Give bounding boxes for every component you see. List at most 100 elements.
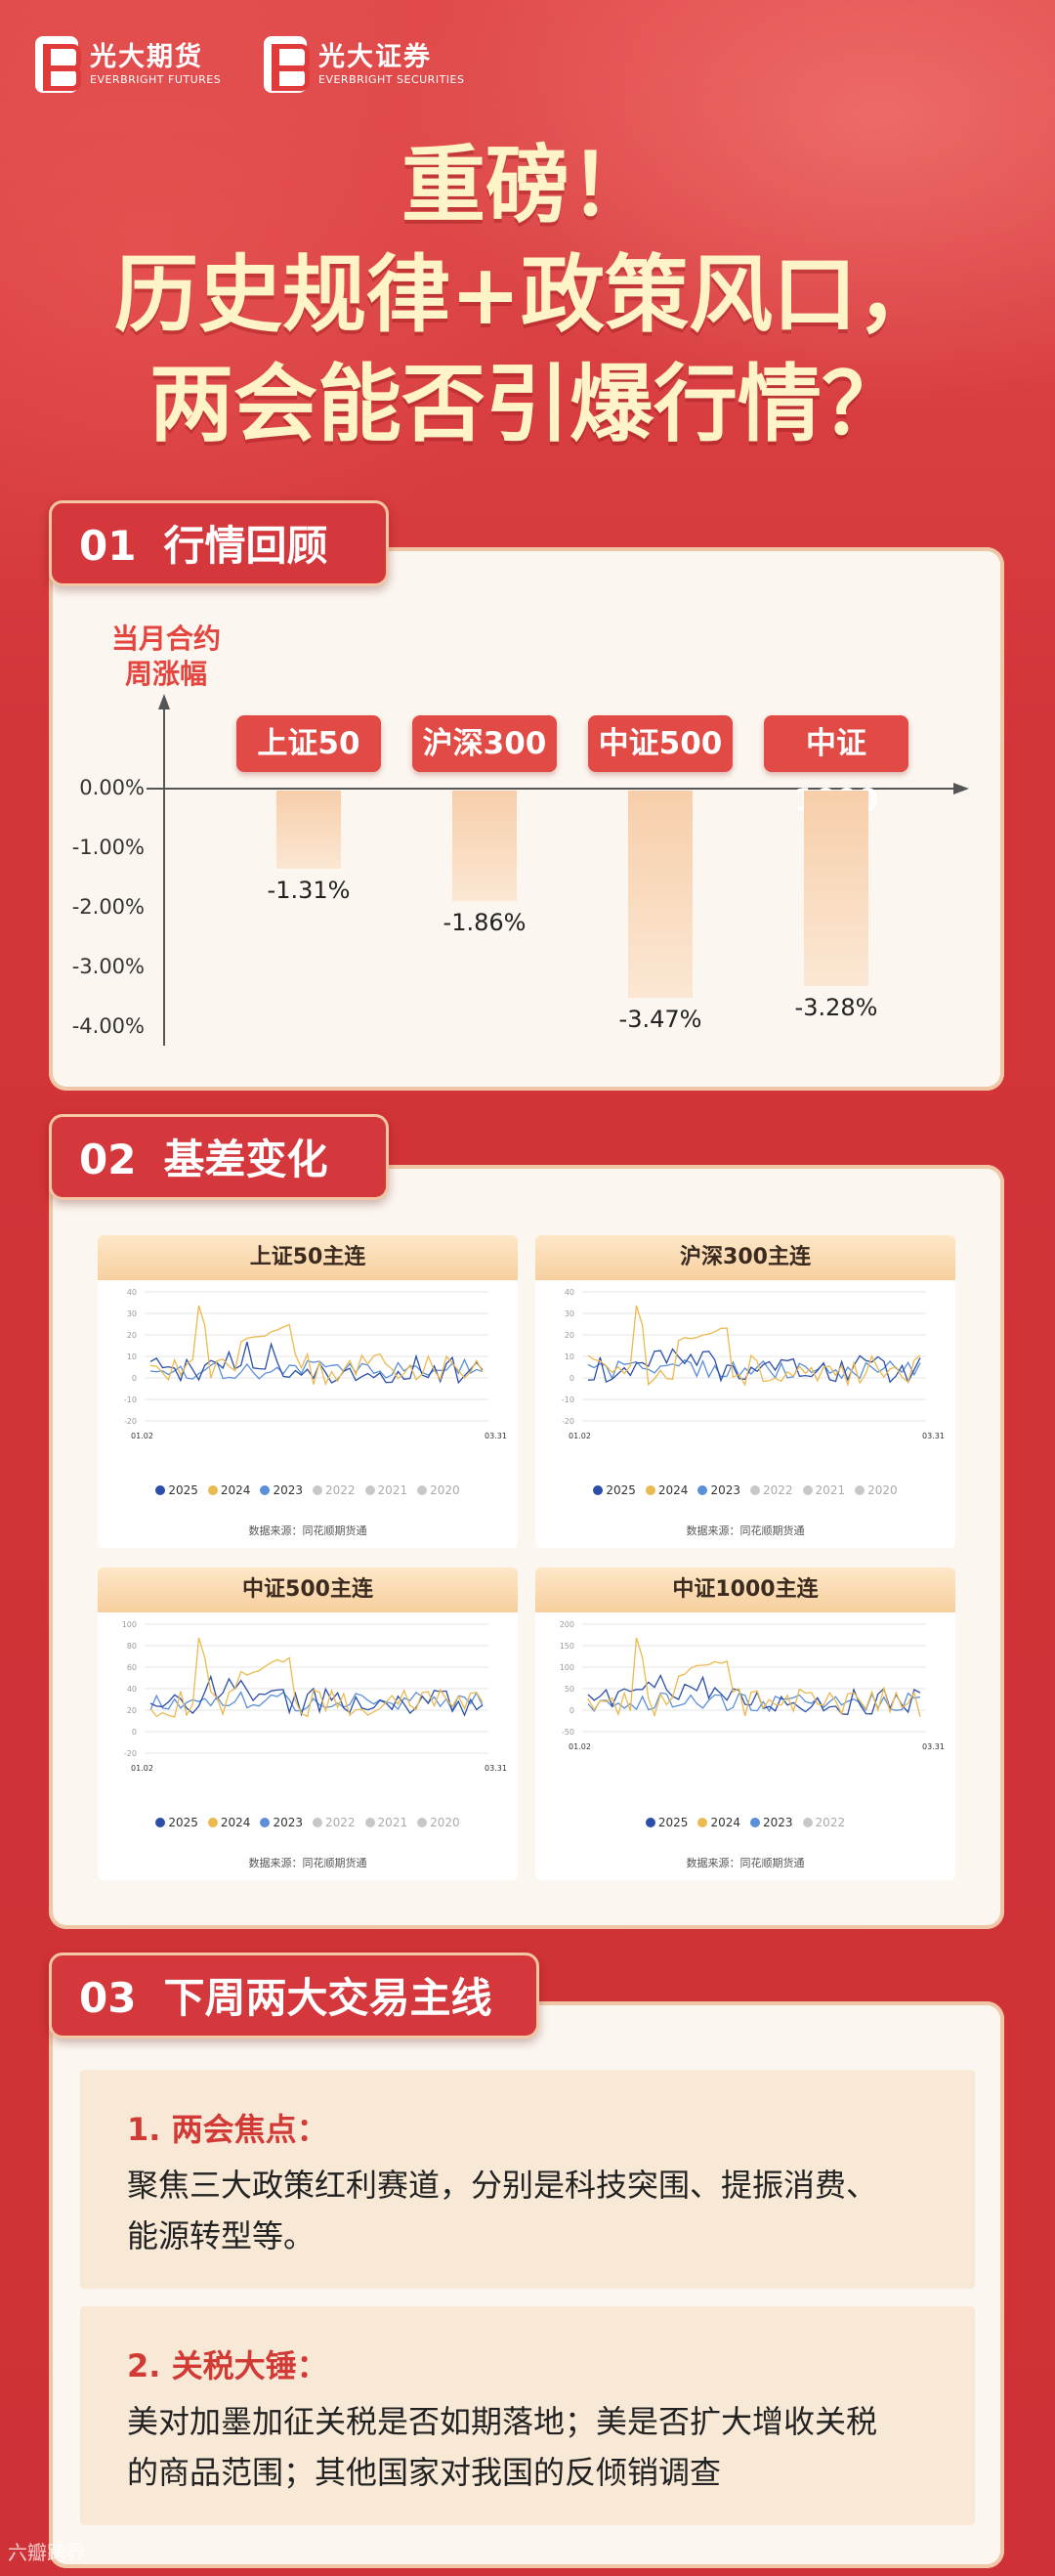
y-tick-label: -2.00% (71, 895, 145, 919)
section3-tab: 03 下周两大交易主线 (49, 1953, 539, 2039)
logo1-cn: 光大期货 (90, 42, 203, 72)
basis-chart-title: 沪深300主连 (535, 1235, 955, 1280)
ylabel-line1: 当月合约 (110, 623, 221, 655)
x-axis-arrow-icon (953, 783, 969, 794)
y-tick-label: 0 (132, 1728, 137, 1737)
series-line-2024 (587, 1305, 921, 1388)
legend-item: 2020 (417, 1483, 460, 1497)
basis-chart-legend: 2025 2024 2023 2022 2021 2020 (98, 1816, 518, 1829)
legend-item: 2025 (155, 1816, 198, 1829)
basis-line-plot: 40 30 20 10 0 -10 -20 01.02 03.31 (124, 1288, 507, 1440)
legend-item: 2021 (364, 1816, 408, 1829)
two-sessions-card: 1. 两会焦点： 聚焦三大政策红利赛道，分别是科技突围、提振消费、 能源转型等。 (80, 2070, 975, 2289)
legend-label: 2025 (168, 1816, 198, 1829)
basis-chart-title: 中证500主连 (98, 1567, 518, 1612)
card2-title: 2. 关税大锤： (127, 2347, 328, 2384)
data-source-note: 数据来源：同花顺期货通 (686, 1857, 805, 1869)
bar (452, 791, 517, 902)
data-source-note: 数据来源：同花顺期货通 (248, 1524, 367, 1537)
legend-label: 2025 (168, 1483, 198, 1497)
series-line-2023 (149, 1357, 484, 1380)
legend-item: 2025 (155, 1483, 198, 1497)
legend-dot-icon (750, 1818, 760, 1827)
basis-chart: 中证1000主连 200 150 100 50 0 -50 01.02 03.31 2025 202… (535, 1567, 955, 1880)
y-tick-label: -20 (124, 1417, 137, 1426)
legend-item: 2023 (750, 1816, 793, 1829)
x-end-label: 03.31 (485, 1432, 507, 1440)
bar-chart-axes (147, 694, 969, 1046)
basis-chart-title: 中证1000主连 (535, 1567, 955, 1612)
legend-label: 2022 (815, 1816, 846, 1829)
legend-item: 2020 (417, 1816, 460, 1829)
legend-item: 2024 (207, 1483, 251, 1497)
x-start-label: 01.02 (131, 1764, 153, 1773)
basis-chart-legend: 2025 2024 2023 2022 2021 2020 (98, 1483, 518, 1497)
legend-label: 2023 (273, 1483, 303, 1497)
data-source-note: 数据来源：同花顺期货通 (686, 1524, 805, 1537)
bar-chart-ylabel: 当月合约 周涨幅 (98, 622, 234, 692)
section1-num: 01 (79, 522, 137, 570)
index-badge: 上证50 (236, 715, 381, 772)
y-tick-label: 0 (570, 1706, 574, 1715)
basis-line-plot: 200 150 100 50 0 -50 01.02 03.31 (560, 1620, 945, 1751)
legend-item: 2025 (593, 1483, 636, 1497)
section2-tab: 02 基差变化 (49, 1114, 389, 1200)
legend-label: 2023 (273, 1816, 303, 1829)
legend-label: 2024 (220, 1483, 251, 1497)
legend-dot-icon (802, 1818, 813, 1827)
y-tick-label: 60 (127, 1663, 137, 1672)
y-tick-label: 30 (565, 1309, 574, 1318)
legend-dot-icon (207, 1485, 218, 1495)
legend-dot-icon (645, 1818, 655, 1827)
bar-value-label: -1.31% (267, 876, 351, 904)
legend-dot-icon (313, 1485, 322, 1495)
legend-item: 2020 (855, 1483, 898, 1497)
legend-dot-icon (155, 1818, 166, 1827)
legend-label: 2024 (220, 1816, 251, 1829)
legend-label: 2022 (763, 1483, 793, 1497)
basis-chart: 沪深300主连 40 30 20 10 0 -10 -20 01.02 03.31 2025 2024… (535, 1235, 955, 1548)
legend-item: 2025 (645, 1816, 688, 1829)
legend-dot-icon (155, 1485, 166, 1495)
logo2-cn: 光大证券 (318, 42, 432, 72)
bar (804, 791, 868, 987)
legend-item: 2024 (207, 1816, 251, 1829)
card1-line1: 聚焦三大政策红利赛道，分别是科技突围、提振消费、 (127, 2167, 878, 2204)
legend-label: 2021 (377, 1816, 408, 1829)
y-tick-label: 40 (565, 1288, 574, 1297)
card2-line1: 美对加墨加征关税是否如期落地；美是否扩大增收关税 (127, 2403, 878, 2440)
logo2-en: EVERBRIGHT SECURITIES (318, 73, 465, 86)
y-tick-label: -3.00% (71, 955, 145, 978)
y-tick-label: 20 (127, 1331, 137, 1340)
ylabel-line2: 周涨幅 (124, 658, 207, 690)
basis-chart: 上证50主连 40 30 20 10 0 -10 -20 01.02 03.31 2025 2024 2… (98, 1235, 518, 1548)
headline-line2: 历史规律+政策风口， (113, 246, 942, 344)
legend-dot-icon (697, 1485, 708, 1495)
bar-value-label: -3.47% (618, 1005, 702, 1033)
y-axis-arrow-icon (158, 694, 170, 709)
index-badge: 中证1000 (764, 715, 908, 818)
y-tick-label: 10 (565, 1352, 574, 1361)
bar (276, 791, 341, 869)
y-tick-label: 200 (560, 1620, 574, 1629)
legend-label: 2020 (430, 1483, 460, 1497)
basis-chart: 中证500主连 100 80 60 40 20 0 -20 01.02 03.31 2025 2024… (98, 1567, 518, 1880)
bar-value-label: -1.86% (443, 909, 527, 937)
x-start-label: 01.02 (569, 1432, 591, 1440)
series-line-2023 (587, 1692, 921, 1713)
section1-tab: 01 行情回顾 (49, 500, 389, 586)
x-start-label: 01.02 (569, 1742, 591, 1751)
section2-title: 基差变化 (163, 1136, 328, 1183)
everbright-logo-icon (264, 36, 310, 93)
legend-label: 2024 (710, 1816, 740, 1829)
y-tick-label: 20 (565, 1331, 574, 1340)
legend-dot-icon (364, 1485, 375, 1495)
series-line-2024 (587, 1637, 921, 1718)
card1-body: 聚焦三大政策红利赛道，分别是科技突围、提振消费、 能源转型等。 (127, 2160, 936, 2261)
everbright-futures-logo: 光大期货 EVERBRIGHT FUTURES (35, 33, 221, 96)
y-tick-label: 10 (127, 1352, 137, 1361)
legend-label: 2023 (763, 1816, 793, 1829)
bar-value-label: -3.28% (794, 994, 878, 1022)
basis-chart-legend: 2025 2024 2023 2022 2021 2020 (535, 1483, 955, 1497)
card1-title: 1. 两会焦点： (127, 2111, 328, 2148)
